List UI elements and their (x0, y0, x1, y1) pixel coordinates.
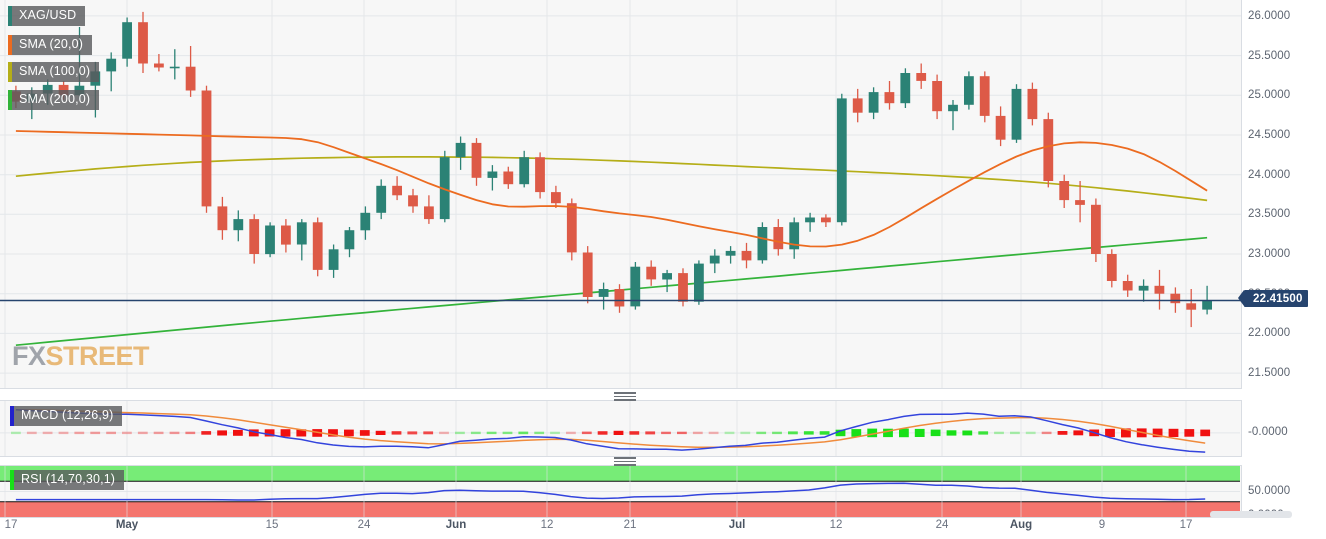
time-axis-tick: 21 (623, 519, 637, 531)
rsi-plot[interactable] (0, 466, 1241, 517)
sma200-color-swatch (8, 90, 12, 110)
legend-rsi[interactable]: RSI (14,70,30,1) (10, 470, 125, 490)
macd-axis-tick: -0.0000 (1248, 425, 1288, 438)
price-axis-tick: 23.5000 (1248, 208, 1291, 221)
macd-axis: -0.0000 (1248, 400, 1326, 457)
macd-color-swatch (10, 406, 14, 426)
panel-resize-handle-rsi[interactable] (614, 457, 636, 466)
time-axis-tick: Jul (728, 519, 746, 531)
time-axis-tick: 12 (829, 519, 843, 531)
price-axis: 26.0000 25.5000 25.0000 24.5000 24.0000 23.50… (1248, 0, 1326, 389)
macd-plot[interactable] (0, 401, 1241, 456)
time-axis-tick: 15 (265, 519, 279, 531)
legend-sma20-label: SMA (20,0) (12, 35, 93, 55)
fxstreet-watermark: FXSTREET (12, 341, 150, 372)
symbol-color-swatch (8, 6, 12, 26)
price-axis-tick: 23.0000 (1248, 248, 1291, 260)
legend-macd[interactable]: MACD (12,26,9) (10, 406, 123, 426)
legend-symbol[interactable]: XAG/USD (8, 6, 86, 26)
rsi-svg (0, 466, 1240, 517)
price-axis-tick: 25.0000 (1248, 89, 1291, 102)
handle-line (614, 395, 636, 398)
price-axis-tick: 24.5000 (1248, 129, 1291, 141)
rsi-axis-tick: 50.0000 (1248, 484, 1291, 497)
price-plot[interactable] (0, 0, 1241, 388)
handle-line (614, 460, 636, 463)
legend-sma20[interactable]: SMA (20,0) (8, 35, 93, 55)
sma100-color-swatch (8, 62, 12, 82)
legend-sma100-label: SMA (100,0) (12, 62, 100, 82)
watermark-street: STREET (45, 341, 150, 371)
price-axis-tick: 26.0000 (1248, 9, 1291, 22)
watermark-fx: FX (12, 341, 46, 371)
handle-line (614, 464, 636, 466)
time-axis-tick: 24 (935, 519, 949, 531)
legend-symbol-label: XAG/USD (12, 6, 86, 26)
rsi-panel[interactable] (0, 465, 1242, 518)
horizontal-scrollbar[interactable] (1210, 511, 1292, 518)
price-axis-tick: 25.5000 (1248, 49, 1291, 62)
legend-rsi-label: RSI (14,70,30,1) (14, 470, 125, 490)
handle-line (614, 399, 636, 401)
price-svg (0, 0, 1241, 388)
time-axis-tick: 24 (357, 519, 371, 531)
current-price-tag: 22.41500 (1238, 290, 1308, 307)
panel-resize-handle-macd[interactable] (614, 392, 636, 401)
handle-line (614, 457, 636, 459)
time-axis-tick: Aug (1009, 519, 1033, 531)
price-chart-panel[interactable] (0, 0, 1242, 389)
handle-line (614, 392, 636, 394)
macd-panel[interactable] (0, 400, 1242, 457)
sma20-color-swatch (8, 35, 12, 55)
time-axis-tick: 9 (1098, 519, 1106, 531)
time-axis-tick: 17 (1179, 519, 1193, 531)
legend-sma200-label: SMA (200,0) (12, 90, 100, 110)
current-price-label: 22.41500 (1253, 292, 1303, 305)
time-axis-tick: 12 (540, 519, 554, 531)
time-axis-tick: Jun (445, 519, 467, 531)
rsi-color-swatch (10, 470, 14, 490)
legend-sma100[interactable]: SMA (100,0) (8, 62, 100, 82)
time-axis-tick: 17 (4, 519, 18, 531)
legend-sma200[interactable]: SMA (200,0) (8, 90, 100, 110)
price-axis-tick: 22.0000 (1248, 327, 1291, 340)
price-axis-tick: 21.5000 (1248, 367, 1291, 380)
macd-svg (0, 401, 1240, 456)
price-axis-tick: 24.0000 (1248, 168, 1291, 181)
legend-macd-label: MACD (12,26,9) (14, 406, 123, 426)
time-axis: 17 May 15 24 Jun 12 21 Jul 12 24 Aug 9 17 (0, 519, 1242, 539)
time-axis-tick: May (115, 519, 139, 531)
